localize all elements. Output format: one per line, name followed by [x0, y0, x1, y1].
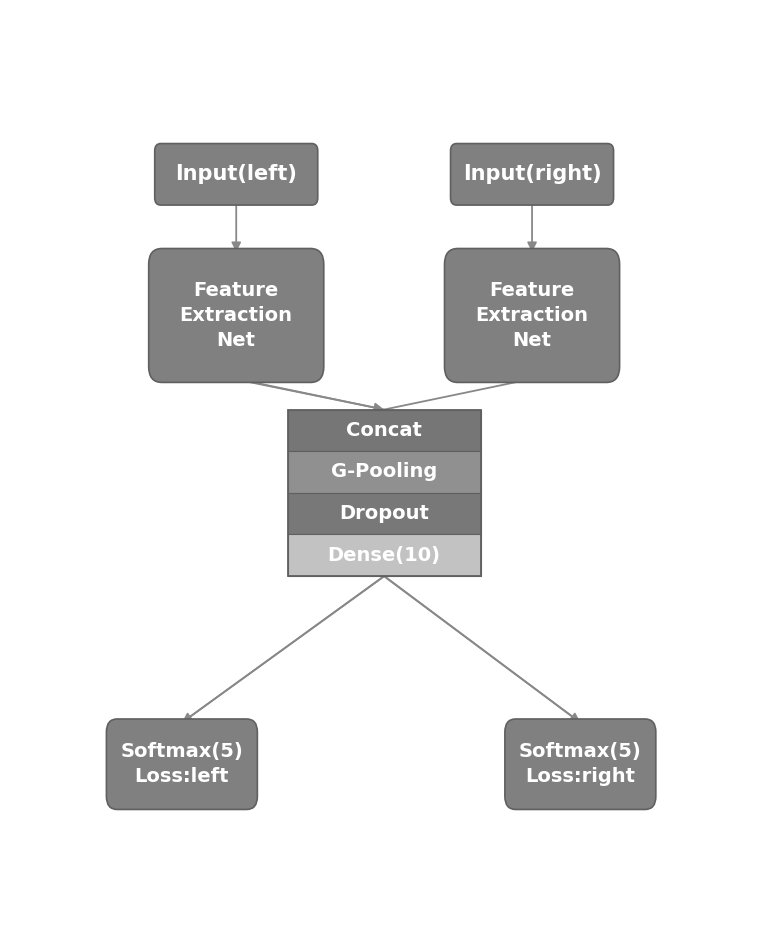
FancyBboxPatch shape — [107, 719, 257, 809]
Bar — [287, 410, 481, 451]
Text: Feature
Extraction
Net: Feature Extraction Net — [475, 281, 589, 350]
Text: Feature
Extraction
Net: Feature Extraction Net — [180, 281, 293, 350]
FancyBboxPatch shape — [505, 719, 656, 809]
Text: Concat: Concat — [346, 421, 422, 440]
Text: Input(right): Input(right) — [463, 164, 601, 184]
Text: G-Pooling: G-Pooling — [331, 462, 437, 481]
FancyBboxPatch shape — [149, 248, 324, 383]
Text: Softmax(5)
Loss:right: Softmax(5) Loss:right — [519, 743, 642, 786]
Text: Input(left): Input(left) — [175, 164, 297, 184]
FancyBboxPatch shape — [445, 248, 619, 383]
Bar — [287, 410, 481, 576]
Bar — [287, 493, 481, 535]
Bar — [287, 535, 481, 576]
FancyBboxPatch shape — [155, 144, 318, 205]
Text: Softmax(5)
Loss:left: Softmax(5) Loss:left — [121, 743, 243, 786]
Bar — [287, 451, 481, 493]
FancyBboxPatch shape — [450, 144, 614, 205]
Text: Dense(10): Dense(10) — [328, 546, 441, 565]
Text: Dropout: Dropout — [339, 504, 429, 523]
